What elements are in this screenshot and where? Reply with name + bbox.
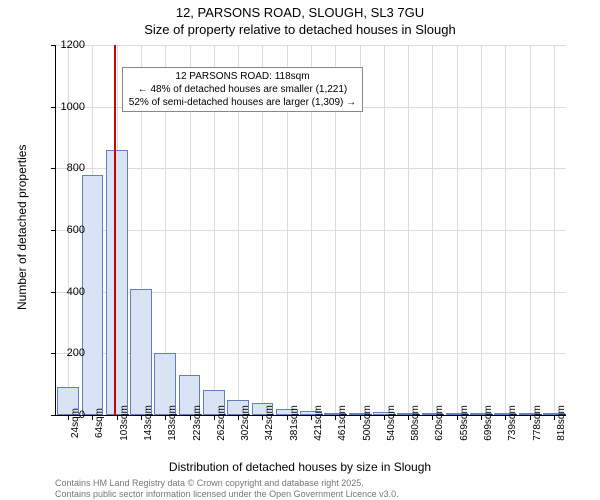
xtick-mark [360, 415, 361, 420]
xtick-label: 461sqm [337, 405, 348, 441]
xtick-mark [141, 415, 142, 420]
xtick-mark [238, 415, 239, 420]
xtick-label: 778sqm [532, 405, 543, 441]
ytick-label: 400 [45, 286, 85, 298]
annotation-line1: 12 PARSONS ROAD: 118sqm [129, 70, 356, 83]
xtick-label: 620sqm [434, 405, 445, 441]
xtick-label: 342sqm [264, 405, 275, 441]
bar [130, 289, 152, 415]
xtick-label: 223sqm [192, 405, 203, 441]
xtick-label: 24sqm [70, 408, 81, 438]
xtick-mark [190, 415, 191, 420]
xtick-label: 262sqm [216, 405, 227, 441]
xtick-label: 64sqm [94, 408, 105, 438]
plot-area: 12 PARSONS ROAD: 118sqm← 48% of detached… [55, 45, 566, 416]
xtick-label: 183sqm [167, 405, 178, 441]
ytick-label: 800 [45, 162, 85, 174]
xtick-mark [384, 415, 385, 420]
chart-container: 12 PARSONS ROAD: 118sqm← 48% of detached… [55, 45, 565, 415]
gridline-v [554, 45, 555, 415]
xtick-mark [554, 415, 555, 420]
xtick-label: 143sqm [143, 405, 154, 441]
xtick-label: 699sqm [483, 405, 494, 441]
footer-line2: Contains public sector information licen… [55, 489, 399, 500]
xtick-label: 580sqm [410, 405, 421, 441]
bar [106, 150, 128, 415]
marker-line [114, 45, 116, 415]
ytick-label: 1000 [45, 101, 85, 113]
chart-title-line2: Size of property relative to detached ho… [0, 22, 600, 37]
footer-attribution: Contains HM Land Registry data © Crown c… [55, 478, 399, 500]
xtick-mark [481, 415, 482, 420]
footer-line1: Contains HM Land Registry data © Crown c… [55, 478, 399, 489]
y-axis-label: Number of detached properties [15, 145, 29, 310]
ytick-label: 1200 [45, 39, 85, 51]
xtick-label: 500sqm [362, 405, 373, 441]
xtick-mark [311, 415, 312, 420]
xtick-mark [457, 415, 458, 420]
annotation-line3: 52% of semi-detached houses are larger (… [129, 96, 356, 109]
xtick-mark [214, 415, 215, 420]
xtick-mark [530, 415, 531, 420]
xtick-label: 659sqm [459, 405, 470, 441]
ytick-label: 200 [45, 347, 85, 359]
chart-title-line1: 12, PARSONS ROAD, SLOUGH, SL3 7GU [0, 5, 600, 20]
gridline-v [432, 45, 433, 415]
gridline-v [530, 45, 531, 415]
xtick-mark [287, 415, 288, 420]
xtick-label: 421sqm [313, 405, 324, 441]
xtick-label: 103sqm [119, 405, 130, 441]
gridline-v [384, 45, 385, 415]
annotation-line2: ← 48% of detached houses are smaller (1,… [129, 83, 356, 96]
xtick-label: 381sqm [289, 405, 300, 441]
gridline-v [505, 45, 506, 415]
ytick-label: 600 [45, 224, 85, 236]
xtick-label: 818sqm [556, 405, 567, 441]
xtick-label: 540sqm [386, 405, 397, 441]
gridline-v [481, 45, 482, 415]
xtick-mark [408, 415, 409, 420]
xtick-mark [117, 415, 118, 420]
gridline-v [457, 45, 458, 415]
x-axis-label: Distribution of detached houses by size … [0, 460, 600, 474]
xtick-label: 302sqm [240, 405, 251, 441]
xtick-label: 739sqm [507, 405, 518, 441]
annotation-box: 12 PARSONS ROAD: 118sqm← 48% of detached… [122, 67, 363, 112]
gridline-v [408, 45, 409, 415]
